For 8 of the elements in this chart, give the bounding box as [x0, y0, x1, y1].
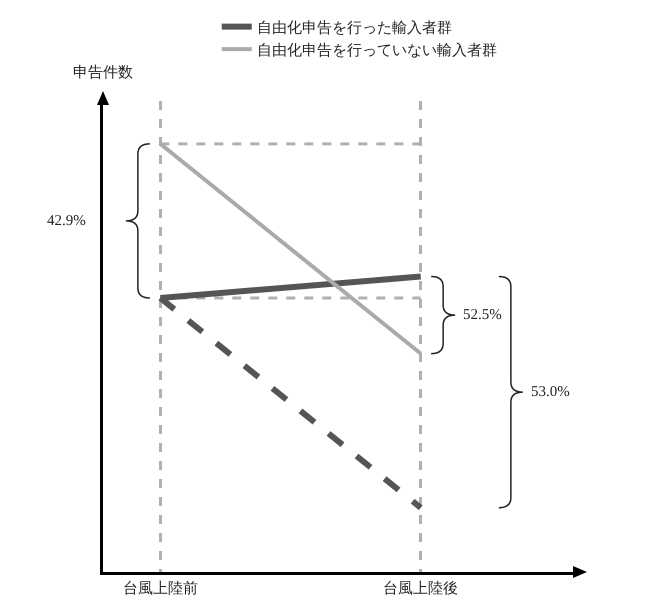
legend-label: 自由化申告を行った輸入者群: [256, 18, 452, 36]
annotation: 53.0%: [531, 384, 570, 400]
x-tick-label: 台風上陸後: [383, 579, 458, 597]
y-axis-title: 申告件数: [73, 63, 133, 81]
annotation: 52.5%: [463, 307, 502, 323]
x-tick-label: 台風上陸前: [122, 579, 198, 597]
legend-label: 自由化申告を行っていない輸入者群: [256, 40, 497, 59]
text: 42.9%: [47, 213, 86, 229]
